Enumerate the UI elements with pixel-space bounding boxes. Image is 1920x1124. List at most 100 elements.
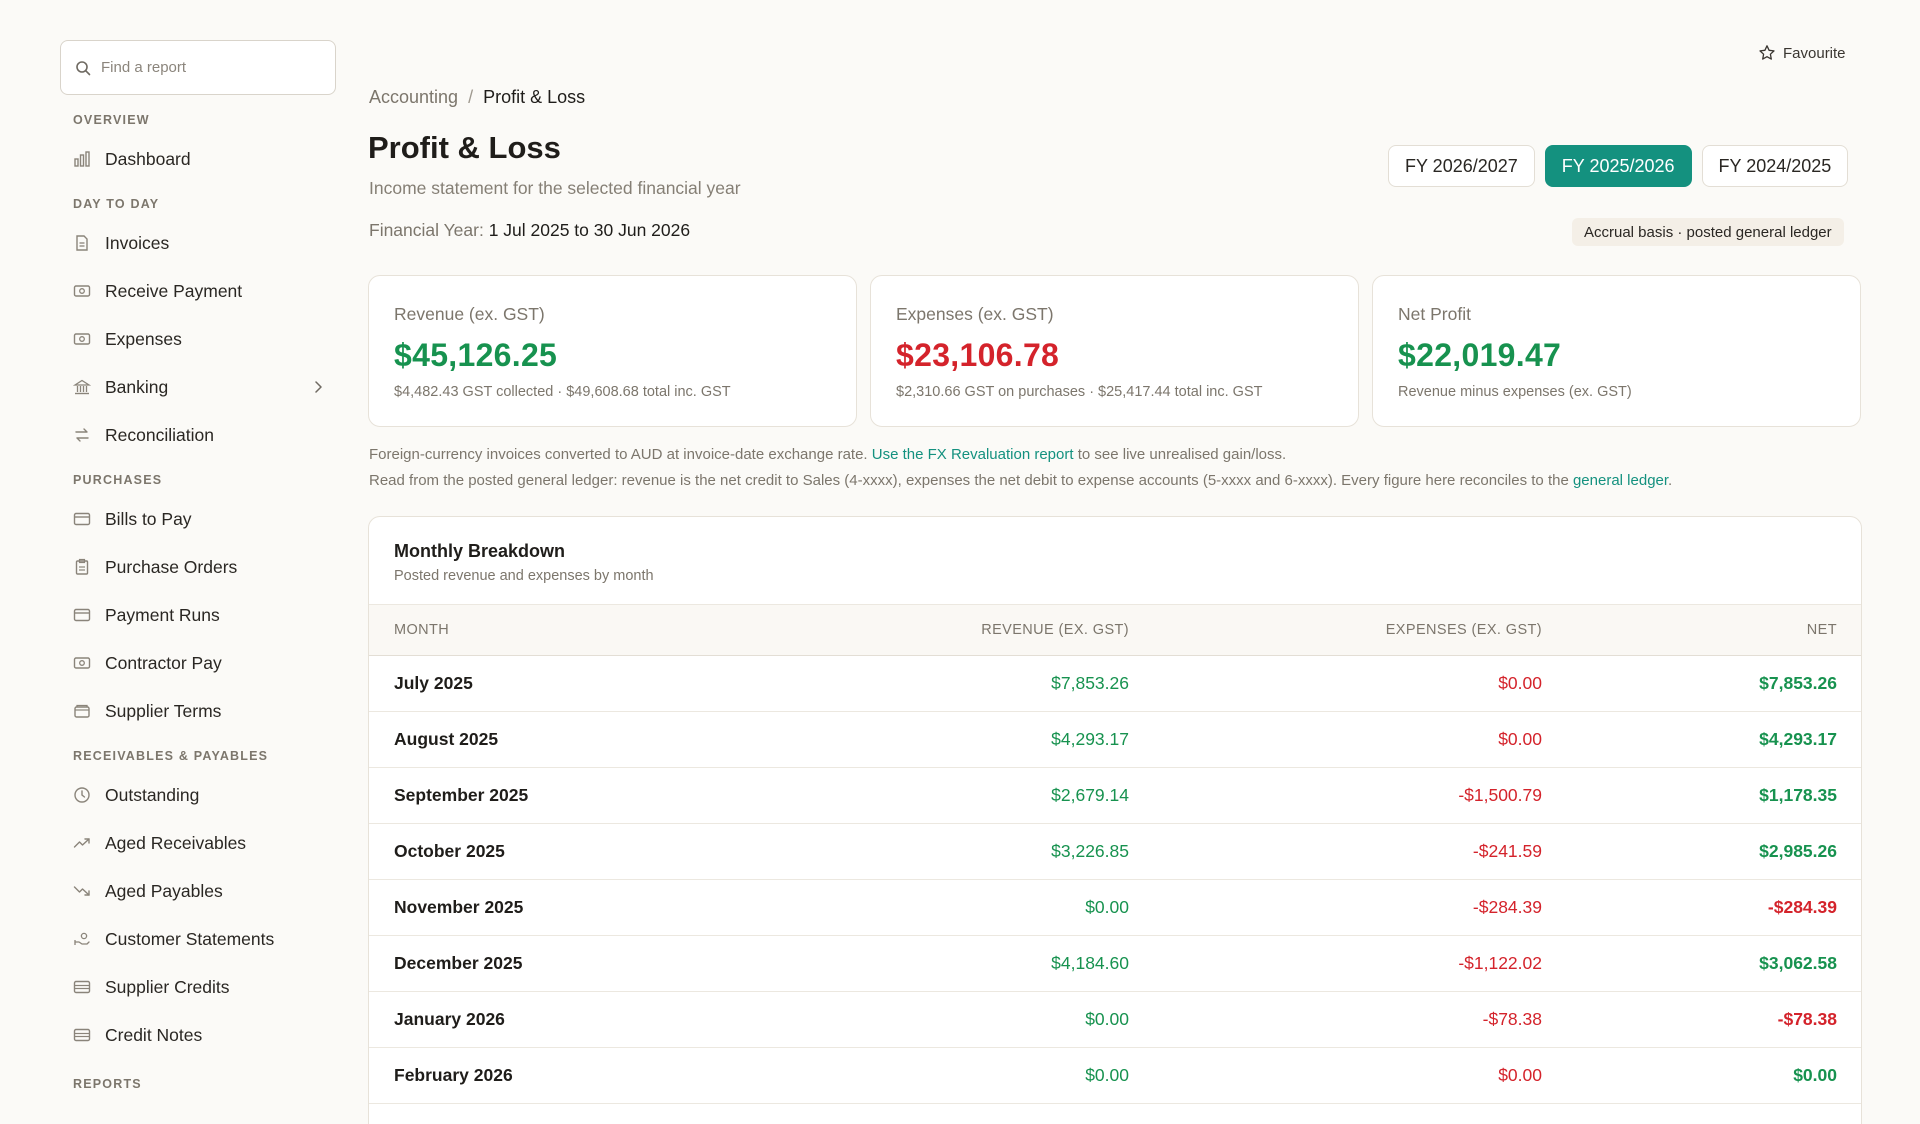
- column-expenses: EXPENSES (EX. GST): [1385, 622, 1542, 638]
- sidebar-item-invoices[interactable]: Invoices: [60, 223, 336, 263]
- cell-net: -$284.39: [1767, 897, 1837, 917]
- sidebar-item-payment-runs[interactable]: Payment Runs: [60, 595, 336, 635]
- cell-revenue: $0.00: [1085, 897, 1129, 917]
- financial-year-range: Financial Year: 1 Jul 2025 to 30 Jun 202…: [369, 220, 690, 241]
- cell-revenue: $3,226.85: [1051, 841, 1129, 861]
- cell-net: $4,293.17: [1759, 729, 1837, 749]
- fx-note-text: Foreign-currency invoices converted to A…: [369, 446, 868, 463]
- table-row[interactable]: February 2026 $0.00 $0.00 $0.00: [369, 1048, 1861, 1104]
- sidebar-item-label: Outstanding: [105, 784, 200, 805]
- sidebar: OVERVIEW Dashboard DAY TO DAY Invoices R…: [60, 40, 336, 1124]
- sidebar-item-outstanding[interactable]: Outstanding: [60, 775, 336, 815]
- breakdown-header: Monthly Breakdown Posted revenue and exp…: [369, 517, 1861, 604]
- section-reports: REPORTS: [73, 1077, 142, 1091]
- cell-net: -$78.38: [1777, 1009, 1837, 1029]
- list-card-icon: [73, 1026, 91, 1044]
- fy-tabs: FY 2026/2027 FY 2025/2026 FY 2024/2025: [1388, 145, 1849, 187]
- bank-icon: [73, 378, 91, 396]
- favourite-button[interactable]: Favourite: [1758, 44, 1846, 62]
- table-row[interactable]: December 2025 $4,184.60 -$1,122.02 $3,06…: [369, 936, 1861, 992]
- sidebar-item-customer-statements[interactable]: Customer Statements: [60, 919, 336, 959]
- financial-year-value: 1 Jul 2025 to 30 Jun 2026: [488, 220, 691, 240]
- search-icon: [75, 60, 91, 76]
- table-body: July 2025 $7,853.26 $0.00 $7,853.26 Augu…: [369, 656, 1861, 1104]
- sidebar-item-credit-notes[interactable]: Credit Notes: [60, 1015, 336, 1055]
- revenue-label: Revenue (ex. GST): [394, 304, 545, 324]
- cell-month: August 2025: [394, 729, 499, 749]
- breadcrumb: Accounting / Profit & Loss: [369, 87, 585, 108]
- net-profit-note: Revenue minus expenses (ex. GST): [1398, 384, 1632, 400]
- general-ledger-link[interactable]: general ledger: [1572, 472, 1669, 489]
- cell-expenses: -$1,500.79: [1458, 785, 1542, 805]
- search-input[interactable]: [101, 59, 321, 76]
- expenses-card: Expenses (ex. GST) $23,106.78 $2,310.66 …: [870, 275, 1359, 427]
- breadcrumb-accounting[interactable]: Accounting: [369, 87, 459, 107]
- sidebar-item-label: Expenses: [105, 328, 182, 349]
- table-row[interactable]: August 2025 $4,293.17 $0.00 $4,293.17: [369, 712, 1861, 768]
- fx-revaluation-link[interactable]: Use the FX Revaluation report: [871, 446, 1074, 463]
- net-profit-card: Net Profit $22,019.47 Revenue minus expe…: [1372, 275, 1861, 427]
- bar-chart-icon: [73, 150, 91, 168]
- net-profit-value: $22,019.47: [1398, 337, 1562, 373]
- banknote-icon: [73, 282, 91, 300]
- cell-revenue: $4,293.17: [1051, 729, 1129, 749]
- sidebar-item-banking[interactable]: Banking: [60, 367, 336, 407]
- expenses-value: $23,106.78: [896, 337, 1060, 373]
- sidebar-item-supplier-terms[interactable]: Supplier Terms: [60, 691, 336, 731]
- breakdown-subtitle: Posted revenue and expenses by month: [394, 568, 654, 584]
- cell-expenses: $0.00: [1498, 729, 1542, 749]
- page-title: Profit & Loss: [368, 130, 561, 165]
- ledger-note-text: Read from the posted general ledger: rev…: [369, 472, 1569, 489]
- list-card-icon: [73, 978, 91, 996]
- wallet-icon: [73, 702, 91, 720]
- section-purchases: PURCHASES: [73, 473, 163, 487]
- clipboard-icon: [73, 558, 91, 576]
- ledger-note: Read from the posted general ledger: rev…: [369, 468, 1672, 494]
- sidebar-item-aged-payables[interactable]: Aged Payables: [60, 871, 336, 911]
- sidebar-item-contractor-pay[interactable]: Contractor Pay: [60, 643, 336, 683]
- sidebar-item-bills-to-pay[interactable]: Bills to Pay: [60, 499, 336, 539]
- sidebar-item-label: Bills to Pay: [105, 508, 192, 529]
- sidebar-item-expenses[interactable]: Expenses: [60, 319, 336, 359]
- chevron-right-icon[interactable]: [310, 379, 326, 395]
- tab-fy-2026-2027[interactable]: FY 2026/2027: [1388, 145, 1535, 187]
- financial-year-label: Financial Year:: [369, 220, 484, 240]
- cell-net: $3,062.58: [1759, 953, 1837, 973]
- credit-card-icon: [73, 510, 91, 528]
- cell-revenue: $0.00: [1085, 1065, 1129, 1085]
- sidebar-item-aged-receivables[interactable]: Aged Receivables: [60, 823, 336, 863]
- table-row[interactable]: January 2026 $0.00 -$78.38 -$78.38: [369, 992, 1861, 1048]
- summary-cards: Revenue (ex. GST) $45,126.25 $4,482.43 G…: [368, 275, 1861, 427]
- cell-month: February 2026: [394, 1065, 513, 1085]
- table-row[interactable]: October 2025 $3,226.85 -$241.59 $2,985.2…: [369, 824, 1861, 880]
- sidebar-item-dashboard[interactable]: Dashboard: [60, 139, 336, 179]
- arrows-swap-icon: [73, 426, 91, 444]
- table-header: MONTH REVENUE (EX. GST) EXPENSES (EX. GS…: [369, 604, 1861, 656]
- cell-revenue: $2,679.14: [1051, 785, 1129, 805]
- document-icon: [73, 234, 91, 252]
- tab-fy-2025-2026[interactable]: FY 2025/2026: [1544, 145, 1692, 187]
- sidebar-item-reconciliation[interactable]: Reconciliation: [60, 415, 336, 455]
- sidebar-item-label: Customer Statements: [105, 928, 275, 949]
- cell-month: October 2025: [394, 841, 505, 861]
- trending-down-icon: [73, 882, 91, 900]
- star-icon: [1758, 44, 1776, 62]
- table-row[interactable]: November 2025 $0.00 -$284.39 -$284.39: [369, 880, 1861, 936]
- trending-up-icon: [73, 834, 91, 852]
- favourite-label: Favourite: [1783, 44, 1846, 62]
- sidebar-item-supplier-credits[interactable]: Supplier Credits: [60, 967, 336, 1007]
- report-search[interactable]: [60, 40, 336, 95]
- tab-fy-2024-2025[interactable]: FY 2024/2025: [1701, 145, 1849, 187]
- cell-net: $1,178.35: [1759, 785, 1837, 805]
- sidebar-item-label: Aged Payables: [105, 880, 223, 901]
- cell-month: July 2025: [394, 673, 473, 693]
- expenses-note: $2,310.66 GST on purchases · $25,417.44 …: [896, 384, 1263, 400]
- table-row[interactable]: July 2025 $7,853.26 $0.00 $7,853.26: [369, 656, 1861, 712]
- cell-revenue: $4,184.60: [1051, 953, 1129, 973]
- sidebar-item-purchase-orders[interactable]: Purchase Orders: [60, 547, 336, 587]
- sidebar-item-receive-payment[interactable]: Receive Payment: [60, 271, 336, 311]
- sidebar-item-label: Invoices: [105, 232, 170, 253]
- table-row[interactable]: September 2025 $2,679.14 -$1,500.79 $1,1…: [369, 768, 1861, 824]
- sidebar-item-label: Dashboard: [105, 148, 191, 169]
- cell-month: January 2026: [394, 1009, 505, 1029]
